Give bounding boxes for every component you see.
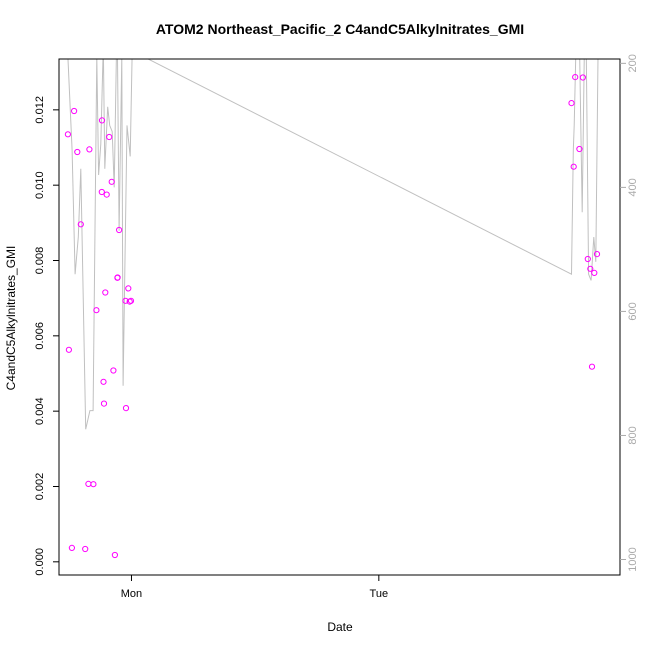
x-tick-label: Tue bbox=[370, 588, 389, 600]
data-point bbox=[100, 400, 108, 407]
data-point bbox=[587, 265, 594, 272]
data-point bbox=[64, 131, 72, 138]
data-point bbox=[68, 544, 76, 552]
data-point bbox=[74, 148, 81, 156]
y2-tick-label: 600 bbox=[627, 302, 639, 320]
y-tick-label: 0.006 bbox=[34, 322, 46, 350]
series-line bbox=[67, 59, 599, 430]
data-point bbox=[85, 480, 92, 487]
x-tick-label: Mon bbox=[121, 588, 142, 600]
y-tick-label: 0.010 bbox=[34, 171, 46, 199]
data-point bbox=[584, 255, 591, 263]
data-point bbox=[103, 191, 110, 198]
y-tick-label: 0.012 bbox=[34, 96, 46, 124]
data-point bbox=[71, 107, 78, 115]
data-point bbox=[111, 551, 119, 559]
data-point bbox=[98, 117, 106, 124]
y-tick-label: 0.008 bbox=[34, 247, 46, 275]
data-point bbox=[125, 285, 132, 292]
y2-tick-label: 200 bbox=[627, 54, 639, 72]
data-point bbox=[127, 297, 135, 304]
data-point bbox=[102, 289, 109, 296]
data-point bbox=[591, 269, 598, 276]
y2-tick-label: 800 bbox=[627, 426, 639, 444]
data-point bbox=[98, 188, 105, 196]
y-tick-label: 0.004 bbox=[34, 397, 46, 425]
data-point bbox=[122, 405, 130, 412]
data-point bbox=[108, 178, 115, 185]
data-point bbox=[570, 163, 577, 170]
chart-title: ATOM2 Northeast_Pacific_2 C4andC5Alkylni… bbox=[156, 21, 524, 37]
y-axis-label: C4andC5Alkylnitrates_GMI bbox=[4, 246, 18, 391]
data-point bbox=[114, 274, 121, 281]
data-point bbox=[110, 367, 117, 374]
data-point bbox=[93, 307, 100, 314]
data-point bbox=[90, 481, 97, 488]
data-point bbox=[86, 146, 93, 153]
data-point bbox=[106, 133, 113, 141]
data-point bbox=[116, 226, 123, 234]
x-axis-label: Date bbox=[327, 620, 353, 634]
data-point bbox=[593, 251, 601, 258]
data-point bbox=[579, 74, 587, 81]
data-point bbox=[576, 145, 583, 153]
y2-tick-label: 400 bbox=[627, 178, 639, 196]
y-tick-label: 0.002 bbox=[34, 473, 46, 501]
data-point bbox=[588, 363, 596, 370]
data-point bbox=[77, 221, 84, 228]
y2-tick-label: 1000 bbox=[627, 547, 639, 571]
data-point bbox=[572, 74, 579, 81]
plot-area: Mon Tue 0.000 0.002 0.004 0.006 0.008 0.010 0.01… bbox=[34, 54, 639, 600]
data-point bbox=[65, 346, 73, 353]
data-point bbox=[100, 378, 107, 385]
plot-frame bbox=[58, 58, 621, 576]
data-point bbox=[82, 545, 89, 553]
y-tick-label: 0.000 bbox=[34, 548, 46, 576]
data-point bbox=[568, 100, 575, 107]
